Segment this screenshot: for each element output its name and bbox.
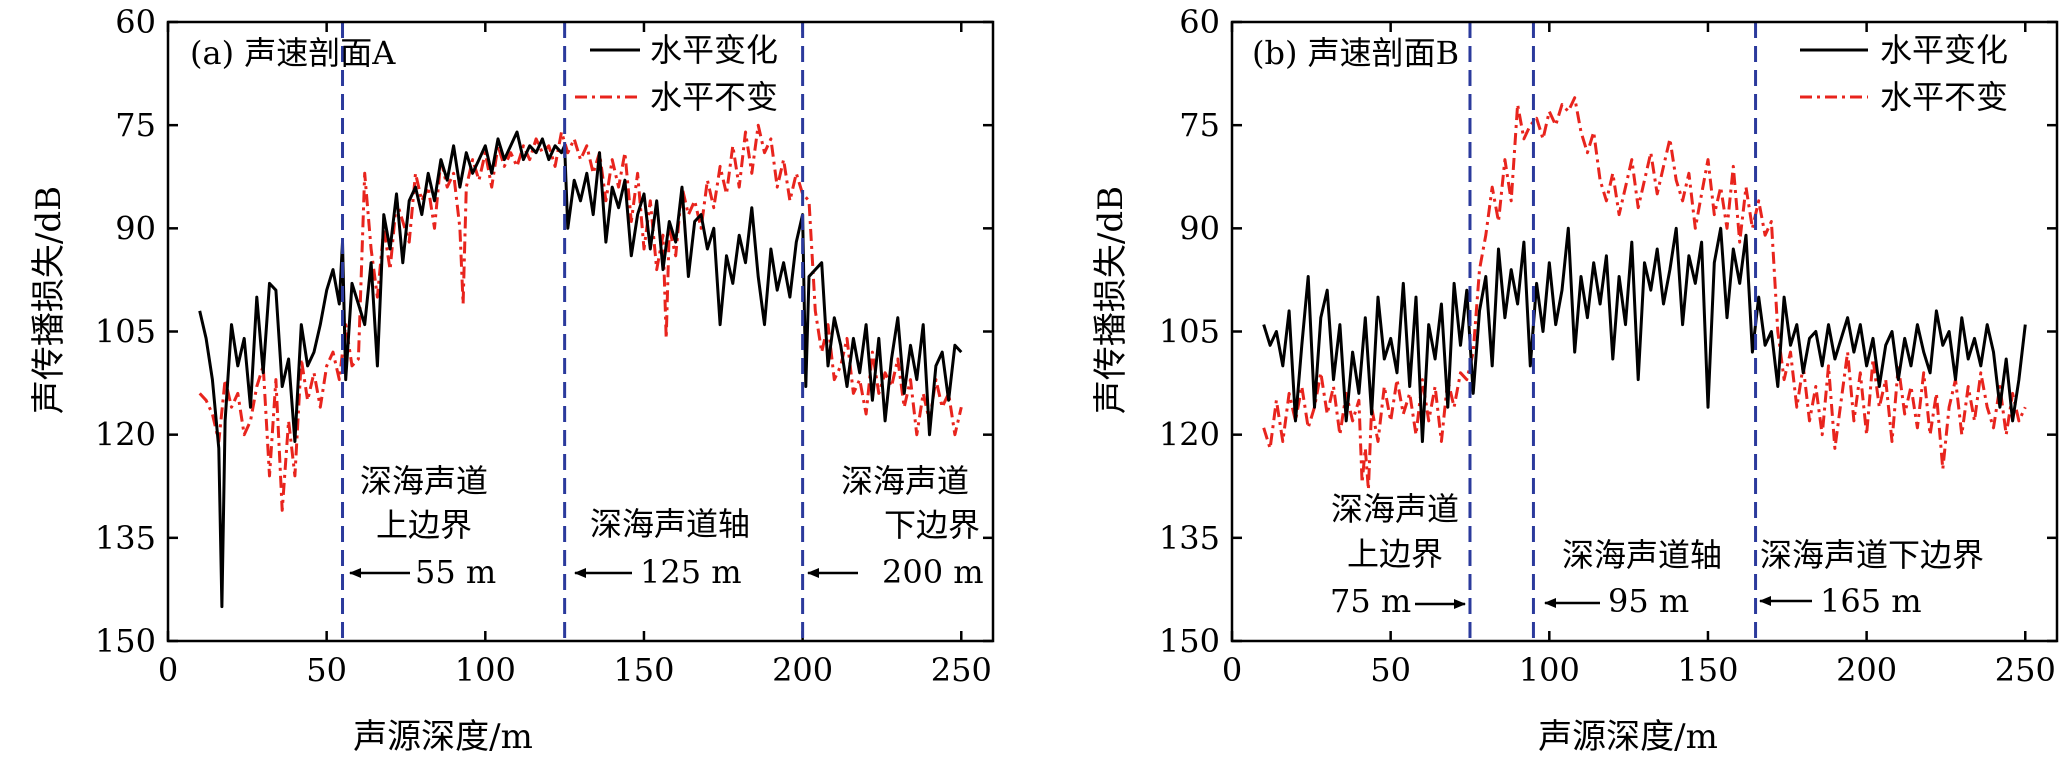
annotation-upper-line1: 深海声道 bbox=[1331, 490, 1459, 528]
y-tick-label: 150 bbox=[95, 622, 156, 660]
y-tick-label: 60 bbox=[1179, 3, 1220, 41]
y-tick-label: 135 bbox=[1159, 519, 1220, 557]
annotation-lower-line1: 深海声道 bbox=[841, 462, 969, 500]
series-layer bbox=[1262, 96, 2027, 492]
x-tick-label: 150 bbox=[1677, 651, 1738, 689]
annotation-axis-value: 125 m bbox=[640, 553, 742, 591]
x-tick-label: 100 bbox=[455, 651, 516, 689]
series-layer bbox=[198, 123, 963, 609]
panel-b: 声传播损失/dB 声源深度/m 0 50 100 150 200 250 60 75 90 105… bbox=[1091, 3, 2059, 757]
annotation-axis-label: 深海声道轴 bbox=[1562, 536, 1722, 574]
x-tick-label: 200 bbox=[772, 651, 833, 689]
x-tick-label: 0 bbox=[158, 651, 178, 689]
y-tick-label: 150 bbox=[1159, 622, 1220, 660]
x-tick-label: 50 bbox=[1370, 651, 1411, 689]
x-tick-label: 100 bbox=[1519, 651, 1580, 689]
legend-label-1: 水平不变 bbox=[650, 78, 778, 116]
marker-layer bbox=[1468, 22, 1758, 641]
y-axis-label: 声传播损失/dB bbox=[1091, 186, 1131, 414]
annotation-upper-value: 75 m bbox=[1330, 582, 1411, 620]
x-axis-label: 声源深度/m bbox=[353, 717, 533, 757]
annotation-upper: 深海声道 上边界 55 m bbox=[349, 462, 496, 591]
tick-layer: 0 50 100 150 200 250 60 75 90 105 120 135 150 bbox=[1159, 3, 2057, 689]
legend-label-1: 水平不变 bbox=[1880, 78, 2008, 116]
x-tick-label: 50 bbox=[306, 651, 347, 689]
annotation-upper-line2: 上边界 bbox=[376, 506, 472, 544]
plot-frame bbox=[166, 20, 995, 643]
y-tick-label: 60 bbox=[115, 3, 156, 41]
y-tick-label: 105 bbox=[95, 313, 156, 351]
legend: 水平变化 水平不变 bbox=[1800, 31, 2008, 116]
y-tick-label: 75 bbox=[1179, 106, 1220, 144]
annotation-upper-line2: 上边界 bbox=[1347, 535, 1443, 573]
series-line-horizontal-invariant bbox=[1262, 96, 2027, 492]
series-line-horizontal-varying bbox=[198, 130, 963, 609]
y-tick-label: 105 bbox=[1159, 313, 1220, 351]
annotation-axis: 深海声道轴 95 m bbox=[1544, 536, 1722, 620]
annotation-lower: 深海声道下边界 165 m bbox=[1759, 536, 1984, 620]
chart-title: (b) 声速剖面B bbox=[1252, 34, 1459, 72]
tick-layer: 0 50 100 150 200 250 60 75 90 105 120 135 150 bbox=[95, 3, 993, 689]
annotation-lower-line2: 下边界 bbox=[884, 506, 980, 544]
series-line-horizontal-invariant bbox=[198, 123, 963, 512]
y-tick-label: 120 bbox=[95, 416, 156, 454]
legend-label-0: 水平变化 bbox=[650, 31, 778, 69]
chart-title: (a) 声速剖面A bbox=[190, 34, 396, 72]
annotation-upper-value: 55 m bbox=[415, 553, 496, 591]
legend-label-0: 水平变化 bbox=[1880, 31, 2008, 69]
annotation-lower-label: 深海声道下边界 bbox=[1760, 536, 1984, 574]
y-axis-label: 声传播损失/dB bbox=[29, 186, 69, 414]
y-tick-label: 90 bbox=[115, 209, 156, 247]
annotation-lower-value: 200 m bbox=[882, 553, 984, 591]
y-tick-label: 120 bbox=[1159, 416, 1220, 454]
plot-frame bbox=[1230, 20, 2059, 643]
x-tick-label: 0 bbox=[1222, 651, 1242, 689]
x-tick-label: 250 bbox=[931, 651, 992, 689]
annotation-upper: 深海声道 上边界 75 m bbox=[1330, 490, 1466, 620]
x-tick-label: 200 bbox=[1836, 651, 1897, 689]
series-line-horizontal-varying bbox=[1262, 226, 2027, 443]
annotation-axis-value: 95 m bbox=[1608, 582, 1689, 620]
x-tick-label: 250 bbox=[1995, 651, 2056, 689]
x-axis-label: 声源深度/m bbox=[1538, 717, 1718, 757]
annotation-axis-label: 深海声道轴 bbox=[590, 505, 750, 543]
marker-layer bbox=[341, 22, 805, 641]
y-tick-label: 135 bbox=[95, 519, 156, 557]
annotation-lower-value: 165 m bbox=[1820, 582, 1922, 620]
annotation-axis: 深海声道轴 125 m bbox=[574, 505, 750, 591]
x-tick-label: 150 bbox=[613, 651, 674, 689]
legend: 水平变化 水平不变 bbox=[575, 31, 778, 116]
y-tick-label: 75 bbox=[115, 106, 156, 144]
y-tick-label: 90 bbox=[1179, 209, 1220, 247]
annotation-lower: 深海声道 下边界 200 m bbox=[807, 462, 984, 591]
panel-a: 声传播损失/dB 声源深度/m 0 50 100 150 200 250 60 75 90 105… bbox=[29, 3, 995, 757]
annotation-upper-line1: 深海声道 bbox=[360, 462, 488, 500]
